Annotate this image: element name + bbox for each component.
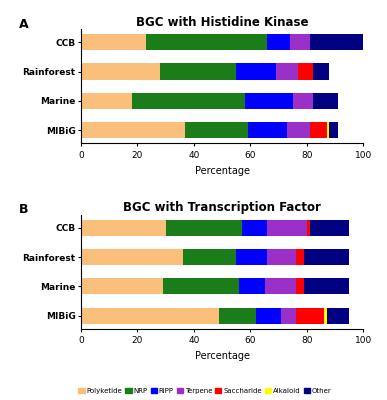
Bar: [287, 122, 310, 138]
Title: BGC with Transcription Factor: BGC with Transcription Factor: [123, 202, 321, 214]
Title: BGC with Histidine Kinase: BGC with Histidine Kinase: [136, 16, 308, 29]
Bar: [327, 122, 329, 138]
Bar: [310, 122, 327, 138]
Bar: [81, 249, 183, 265]
Bar: [310, 220, 349, 236]
Bar: [310, 34, 363, 50]
Bar: [296, 308, 324, 324]
Bar: [183, 249, 236, 265]
Bar: [296, 249, 304, 265]
Bar: [290, 34, 310, 50]
Bar: [81, 220, 166, 236]
Bar: [256, 308, 281, 324]
Bar: [242, 220, 267, 236]
Bar: [304, 249, 349, 265]
Text: B: B: [19, 203, 28, 216]
Bar: [298, 64, 313, 80]
Bar: [81, 122, 185, 138]
Bar: [163, 278, 239, 294]
Bar: [329, 122, 338, 138]
Bar: [281, 308, 296, 324]
Bar: [185, 122, 248, 138]
X-axis label: Percentage: Percentage: [195, 351, 250, 361]
Bar: [236, 64, 276, 80]
Bar: [81, 278, 163, 294]
Bar: [327, 308, 349, 324]
Bar: [81, 308, 219, 324]
Bar: [160, 64, 236, 80]
Bar: [267, 34, 290, 50]
Bar: [265, 278, 296, 294]
Text: A: A: [19, 18, 29, 30]
Bar: [219, 308, 256, 324]
Bar: [236, 249, 267, 265]
Bar: [81, 93, 132, 109]
Bar: [296, 278, 304, 294]
Bar: [267, 220, 307, 236]
Bar: [293, 93, 313, 109]
Bar: [313, 93, 338, 109]
Bar: [166, 220, 242, 236]
Bar: [81, 34, 146, 50]
Bar: [267, 249, 296, 265]
Bar: [239, 278, 265, 294]
Bar: [245, 93, 293, 109]
Bar: [248, 122, 287, 138]
Bar: [276, 64, 298, 80]
Bar: [313, 64, 329, 80]
Bar: [132, 93, 245, 109]
Bar: [81, 64, 160, 80]
Bar: [304, 278, 349, 294]
Legend: Polyketide, NRP, RiPP, Terpene, Saccharide, Alkaloid, Other: Polyketide, NRP, RiPP, Terpene, Sacchari…: [75, 385, 335, 396]
X-axis label: Percentage: Percentage: [195, 166, 250, 176]
Bar: [146, 34, 267, 50]
Bar: [307, 220, 310, 236]
Bar: [324, 308, 327, 324]
